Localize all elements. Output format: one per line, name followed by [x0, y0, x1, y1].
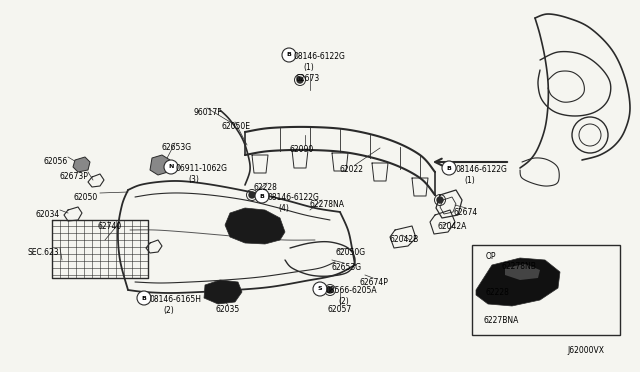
Text: B: B: [141, 295, 147, 301]
Text: 62022: 62022: [340, 165, 364, 174]
Text: 08146-6122G: 08146-6122G: [268, 193, 320, 202]
Text: 62278NA: 62278NA: [310, 200, 345, 209]
Text: 62673P: 62673P: [60, 172, 89, 181]
Text: OP: OP: [486, 252, 497, 261]
Text: 62050: 62050: [74, 193, 99, 202]
Text: 08146-6122G: 08146-6122G: [294, 52, 346, 61]
Text: (2): (2): [338, 297, 349, 306]
Text: 62228: 62228: [254, 183, 278, 192]
Text: 62056: 62056: [44, 157, 68, 166]
Text: 62035: 62035: [215, 305, 239, 314]
Circle shape: [137, 291, 151, 305]
Text: (2): (2): [163, 306, 173, 315]
Circle shape: [313, 282, 327, 296]
Text: 06911-1062G: 06911-1062G: [176, 164, 228, 173]
Text: B: B: [447, 166, 451, 170]
Text: N: N: [168, 164, 173, 170]
Text: B: B: [260, 193, 264, 199]
Text: (3): (3): [188, 175, 199, 184]
Text: 08146-6165H: 08146-6165H: [150, 295, 202, 304]
Text: 62050G: 62050G: [335, 248, 365, 257]
Text: 6227BNA: 6227BNA: [483, 316, 518, 325]
Circle shape: [249, 192, 255, 198]
Text: 62674P: 62674P: [360, 278, 389, 287]
Circle shape: [442, 161, 456, 175]
Text: B: B: [287, 52, 291, 58]
Text: 62740: 62740: [98, 222, 122, 231]
Circle shape: [327, 287, 333, 293]
Polygon shape: [505, 264, 540, 280]
Polygon shape: [73, 157, 90, 172]
Circle shape: [255, 189, 269, 203]
Text: 62653G: 62653G: [332, 263, 362, 272]
Text: 62042B: 62042B: [390, 235, 419, 244]
Text: (1): (1): [464, 176, 475, 185]
Text: 08566-6205A: 08566-6205A: [326, 286, 378, 295]
Text: J62000VX: J62000VX: [567, 346, 604, 355]
Text: (4): (4): [278, 204, 289, 213]
Polygon shape: [225, 208, 285, 244]
Circle shape: [164, 160, 178, 174]
Text: 62090: 62090: [290, 145, 314, 154]
Polygon shape: [476, 258, 560, 306]
Text: 62673: 62673: [296, 74, 320, 83]
Text: 62050E: 62050E: [222, 122, 251, 131]
Circle shape: [437, 197, 443, 203]
Text: 62057: 62057: [327, 305, 351, 314]
Polygon shape: [150, 155, 170, 175]
Text: 96017F: 96017F: [193, 108, 221, 117]
Text: 08146-6122G: 08146-6122G: [455, 165, 507, 174]
Text: 62042A: 62042A: [438, 222, 467, 231]
Polygon shape: [204, 280, 242, 304]
Text: SEC.623: SEC.623: [28, 248, 60, 257]
Text: 62278NB: 62278NB: [502, 262, 537, 271]
Text: 62034: 62034: [36, 210, 60, 219]
Text: (1): (1): [303, 63, 314, 72]
Circle shape: [297, 77, 303, 83]
Text: 62228: 62228: [486, 288, 510, 297]
Circle shape: [282, 48, 296, 62]
Text: 62653G: 62653G: [162, 143, 192, 152]
Text: S: S: [317, 286, 323, 292]
Text: 62674: 62674: [453, 208, 477, 217]
